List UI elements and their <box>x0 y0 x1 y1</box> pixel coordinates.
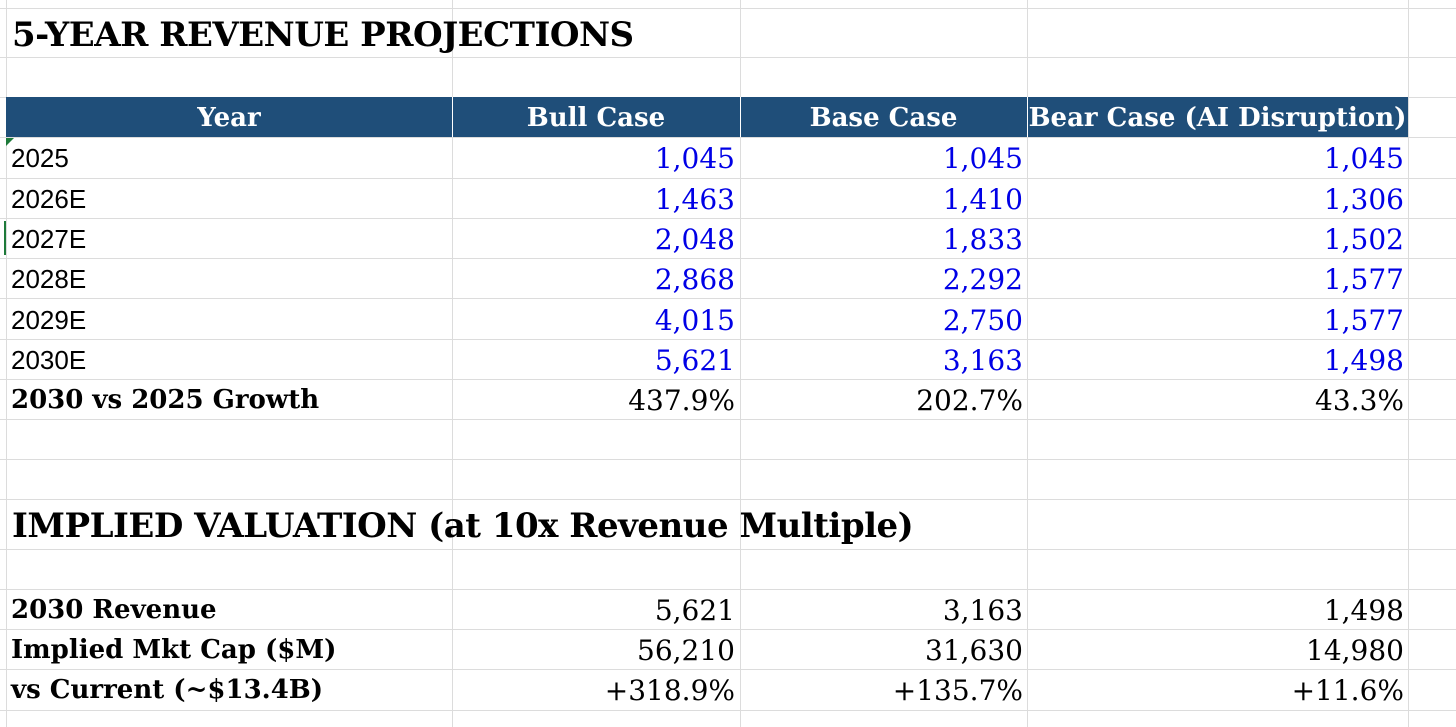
base-cell[interactable]: 3,163 <box>942 594 1023 627</box>
bull-cell[interactable]: 1,045 <box>654 142 735 175</box>
bear-cell[interactable]: 1,577 <box>1323 263 1404 296</box>
bear-cell[interactable]: 1,498 <box>1323 594 1404 627</box>
bull-cell[interactable]: 4,015 <box>654 304 735 337</box>
growth-base-cell[interactable]: 202.7% <box>916 384 1023 417</box>
growth-bull-cell[interactable]: 437.9% <box>628 384 735 417</box>
base-cell[interactable]: 1,410 <box>942 183 1023 216</box>
header-year[interactable]: Year <box>197 103 261 133</box>
header-row <box>6 97 1408 137</box>
growth-label[interactable]: 2030 vs 2025 Growth <box>11 385 320 415</box>
valuation-label[interactable]: vs Current (~$13.4B) <box>11 675 324 705</box>
year-cell[interactable]: 2025 <box>11 143 69 173</box>
bull-cell[interactable]: 2,868 <box>654 263 735 296</box>
year-cell[interactable]: 2030E <box>11 345 87 375</box>
header-bull-case[interactable]: Bull Case <box>526 103 666 133</box>
bear-cell[interactable]: +11.6% <box>1291 674 1404 707</box>
base-cell[interactable]: +135.7% <box>892 674 1023 707</box>
valuation-title: IMPLIED VALUATION (at 10x Revenue Multip… <box>12 506 914 546</box>
bull-cell[interactable]: 2,048 <box>654 223 735 256</box>
bear-cell[interactable]: 1,577 <box>1323 304 1404 337</box>
bull-cell[interactable]: 56,210 <box>637 634 735 667</box>
year-cell[interactable]: 2028E <box>11 264 87 294</box>
bear-cell[interactable]: 1,502 <box>1323 223 1404 256</box>
row-selection-marker <box>4 221 6 255</box>
bear-cell[interactable]: 14,980 <box>1306 634 1404 667</box>
year-cell[interactable]: 2027E <box>11 224 87 254</box>
bull-cell[interactable]: 5,621 <box>654 344 735 377</box>
growth-bear-cell[interactable]: 43.3% <box>1315 384 1404 417</box>
valuation-label[interactable]: 2030 Revenue <box>11 595 217 625</box>
year-cell[interactable]: 2029E <box>11 305 87 335</box>
bear-cell[interactable]: 1,045 <box>1323 142 1404 175</box>
bull-cell[interactable]: 1,463 <box>654 183 735 216</box>
base-cell[interactable]: 3,163 <box>942 344 1023 377</box>
base-cell[interactable]: 31,630 <box>925 634 1023 667</box>
base-cell[interactable]: 1,833 <box>942 223 1023 256</box>
base-cell[interactable]: 2,750 <box>942 304 1023 337</box>
base-cell[interactable]: 1,045 <box>942 142 1023 175</box>
header-base-case[interactable]: Base Case <box>809 103 958 133</box>
bull-cell[interactable]: 5,621 <box>654 594 735 627</box>
bear-cell[interactable]: 1,498 <box>1323 344 1404 377</box>
cell-comment-indicator <box>6 138 14 146</box>
projections-title: 5-YEAR REVENUE PROJECTIONS <box>12 15 634 55</box>
base-cell[interactable]: 2,292 <box>942 263 1023 296</box>
header-bear-case[interactable]: Bear Case (AI Disruption) <box>1028 103 1407 133</box>
bear-cell[interactable]: 1,306 <box>1323 183 1404 216</box>
valuation-label[interactable]: Implied Mkt Cap ($M) <box>11 635 337 665</box>
year-cell[interactable]: 2026E <box>11 184 87 214</box>
bull-cell[interactable]: +318.9% <box>604 674 735 707</box>
